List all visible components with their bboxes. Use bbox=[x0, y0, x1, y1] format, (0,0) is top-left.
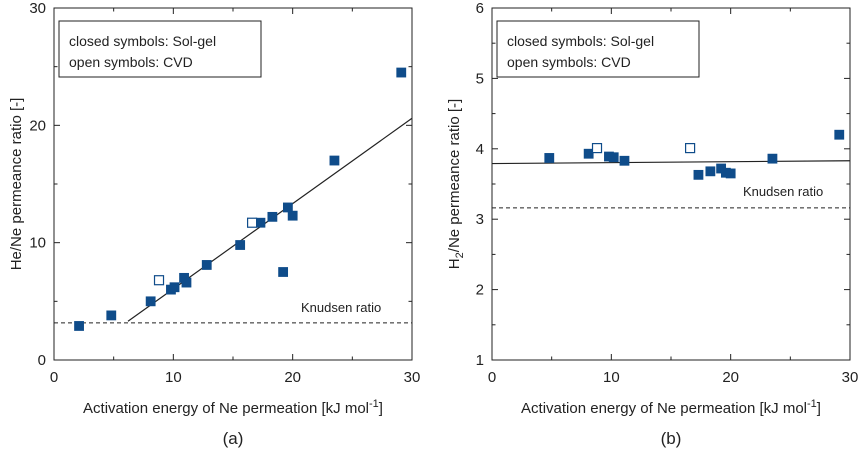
panel-a-solgel-point bbox=[201, 260, 212, 270]
panel-a-solgel-point bbox=[106, 310, 117, 321]
panel-b-x-tick-label: 30 bbox=[842, 369, 859, 386]
panel-b-y-tick-label: 1 bbox=[476, 352, 484, 369]
panel-a-legend-line2: open symbols: CVD bbox=[69, 54, 193, 70]
panel-a-y-axis-title: He/Ne permeance ratio [-] bbox=[8, 98, 25, 271]
panel-b-solgel-point bbox=[705, 166, 716, 177]
panel-b-x-tick-label: 0 bbox=[488, 369, 496, 386]
panel-b-y-axis-title: H2/Ne permeance ratio [-] bbox=[446, 99, 466, 269]
panel-a-solgel-point bbox=[181, 277, 192, 288]
panel-a-legend-box bbox=[58, 20, 262, 78]
panel-b-knudsen-label: Knudsen ratio bbox=[743, 184, 823, 199]
panel-b-cvd-point bbox=[684, 142, 696, 154]
panel-b-cvd-point bbox=[591, 142, 603, 154]
panel-b-solgel-point bbox=[583, 148, 594, 159]
panel-a-y-tick-label: 20 bbox=[29, 117, 46, 134]
panel-a-ticks: 0 10 20 30 0 10 20 30 bbox=[29, 0, 420, 386]
panel-b-y-tick-label: 6 bbox=[476, 0, 484, 17]
panel-b-tag: (b) bbox=[661, 429, 682, 448]
panel-a-legend-line1: closed symbols: Sol-gel bbox=[69, 33, 216, 49]
panel-b-solgel-point bbox=[608, 152, 619, 163]
panel-b-y-tick-label: 4 bbox=[476, 141, 484, 158]
panel-b-x-axis-title: Activation energy of Ne permeation [kJ m… bbox=[521, 398, 821, 417]
panel-a-solgel-point bbox=[329, 155, 340, 166]
panel-b-y-tick-label: 2 bbox=[476, 282, 484, 299]
panel-a-y-tick-label: 10 bbox=[29, 235, 46, 252]
panel-a: 0 10 20 30 0 10 20 30 closed symbols: Sol-gel o… bbox=[8, 0, 420, 448]
panel-a-y-tick-label: 30 bbox=[29, 0, 46, 17]
panel-b: 0 10 20 30 1 2 3 4 5 6 closed symbols: Sol-gel op… bbox=[446, 0, 858, 448]
panel-a-solgel-point bbox=[396, 67, 407, 78]
panel-a-solgel-point bbox=[278, 267, 289, 277]
panel-b-solgel-point bbox=[834, 129, 845, 140]
panel-a-solgel-point bbox=[235, 240, 246, 250]
panel-a-solgel-point bbox=[287, 210, 298, 221]
panel-a-y-tick-label: 0 bbox=[38, 352, 46, 369]
panel-a-solgel-point bbox=[74, 321, 84, 331]
panel-b-y-tick-label: 3 bbox=[476, 211, 484, 228]
panel-b-ticks: 0 10 20 30 1 2 3 4 5 6 bbox=[476, 0, 859, 386]
panel-a-solgel-point bbox=[255, 217, 266, 228]
panel-b-solgel-point bbox=[767, 153, 778, 164]
panel-a-cvd-point bbox=[153, 275, 165, 286]
panel-a-legend: closed symbols: Sol-gel open symbols: CV… bbox=[58, 20, 262, 78]
panel-a-x-tick-label: 20 bbox=[284, 369, 301, 386]
panel-b-marks bbox=[544, 129, 845, 180]
panel-a-x-tick-label: 10 bbox=[165, 369, 182, 386]
panel-b-solgel-point bbox=[693, 169, 704, 180]
panel-a-cvd-point bbox=[246, 217, 258, 228]
panel-b-lines bbox=[491, 160, 851, 209]
panel-a-x-tick-label: 0 bbox=[50, 369, 58, 386]
panel-b-solgel-point bbox=[544, 153, 555, 163]
panel-b-fit-line bbox=[491, 160, 851, 165]
panel-b-solgel-point bbox=[725, 168, 736, 179]
panel-b-legend-line2: open symbols: CVD bbox=[507, 54, 631, 70]
panel-a-solgel-point bbox=[169, 282, 180, 293]
panel-b-solgel-point bbox=[619, 155, 630, 166]
panel-a-x-tick-label: 30 bbox=[404, 369, 421, 386]
panel-a-solgel-point bbox=[282, 202, 293, 213]
panel-b-legend: closed symbols: Sol-gel open symbols: CV… bbox=[496, 20, 700, 78]
panel-b-x-tick-label: 10 bbox=[603, 369, 620, 386]
panel-b-y-tick-label: 5 bbox=[476, 70, 484, 87]
panel-a-solgel-point bbox=[267, 211, 278, 222]
panel-b-x-tick-label: 20 bbox=[722, 369, 739, 386]
panel-a-tag: (a) bbox=[223, 429, 244, 448]
panel-a-marks bbox=[74, 67, 407, 331]
panel-a-solgel-point bbox=[145, 296, 156, 307]
panel-a-knudsen-label: Knudsen ratio bbox=[301, 300, 381, 315]
panel-a-x-axis-title: Activation energy of Ne permeation [kJ m… bbox=[83, 398, 383, 417]
panel-b-legend-line1: closed symbols: Sol-gel bbox=[507, 33, 654, 49]
panel-a-lines bbox=[54, 117, 413, 324]
panel-b-legend-box bbox=[496, 20, 700, 78]
